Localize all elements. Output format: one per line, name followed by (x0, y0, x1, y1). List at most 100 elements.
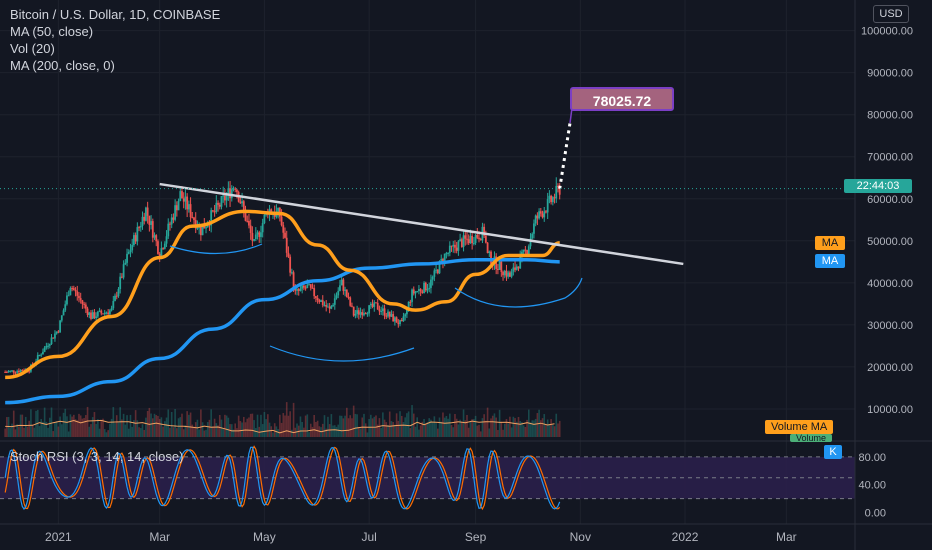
price-tick-label: 100000.00 (861, 26, 913, 38)
candle-body (36, 355, 39, 362)
candle-body (229, 188, 231, 199)
volume-bar (402, 421, 405, 437)
pattern-arc-left-shoulder (169, 243, 263, 255)
volume-bar (368, 419, 370, 437)
candle-body (5, 372, 8, 374)
candle-body (54, 333, 56, 339)
candle-body (380, 311, 383, 313)
candle-body (59, 320, 61, 333)
candle-body (543, 211, 546, 218)
volume-bar (242, 416, 245, 437)
volume-bar (184, 425, 187, 437)
candle-body (234, 188, 237, 190)
candle-body (339, 285, 341, 291)
volume-bar (534, 418, 537, 437)
volume-bar (376, 424, 379, 437)
volume-bar (256, 414, 259, 437)
currency-button[interactable]: USD (873, 5, 909, 23)
candle-body (469, 235, 472, 244)
candle-body (294, 288, 297, 291)
volume-bar (481, 418, 484, 437)
candle-body (412, 289, 415, 294)
candle-body (19, 370, 22, 373)
volume-bar (139, 428, 142, 437)
symbol-title[interactable]: Bitcoin / U.S. Dollar, 1D, COINBASE (10, 7, 221, 22)
volume-bar (467, 427, 470, 437)
volume-bar (431, 421, 434, 437)
candle-body (435, 269, 437, 271)
volume-bar (131, 426, 133, 437)
volume-bar (443, 417, 446, 437)
volume-bar (442, 412, 444, 437)
candle-body (52, 337, 55, 339)
candle-body (64, 304, 67, 311)
volume-bar (48, 417, 51, 437)
volume-bar (81, 418, 84, 437)
volume-bar (52, 431, 55, 437)
candle-body (478, 237, 480, 240)
volume-bar (498, 409, 501, 437)
candle-body (165, 236, 168, 244)
volume-bar (388, 411, 391, 437)
volume-bar (83, 417, 85, 437)
candle-body (194, 220, 197, 229)
volume-bar (301, 422, 303, 437)
volume-bar (411, 405, 413, 437)
volume-bar (296, 423, 298, 437)
volume-bar (328, 424, 331, 437)
candle-body (98, 310, 101, 312)
volume-bar (40, 419, 43, 437)
target-price-label[interactable]: 78025.72 (570, 87, 674, 111)
candle-body (191, 217, 194, 219)
candle-body (248, 220, 250, 226)
candle-body (43, 347, 46, 352)
rsi-legend[interactable]: Stoch RSI (3, 3, 14, 14, close) (10, 449, 184, 464)
volume-bar (124, 424, 127, 437)
candle-body (357, 310, 360, 315)
price-tick-label: 30000.00 (867, 320, 913, 332)
pattern-arc-right-shoulder (454, 277, 583, 308)
indicator-lines (0, 107, 855, 405)
volume-bar (152, 418, 154, 437)
candle-body (349, 297, 352, 306)
volume-bar (445, 415, 448, 437)
legend-vol[interactable]: Vol (20) (10, 41, 55, 56)
price-tick-label: 10000.00 (867, 404, 913, 416)
candle-body (515, 266, 518, 270)
candle-body (71, 288, 74, 290)
volume-bar (91, 417, 94, 437)
volume-bar (462, 409, 465, 437)
candle-body (256, 232, 259, 235)
candle-body (387, 311, 389, 317)
volume-bar (416, 417, 418, 437)
candle-body (253, 239, 255, 241)
volume-bar (466, 414, 468, 437)
volume-bar (352, 405, 355, 437)
candle-body (129, 250, 132, 252)
volume-bar (359, 428, 362, 437)
candle-body (199, 225, 202, 236)
volume-bar (6, 417, 8, 437)
candle-body (459, 239, 462, 242)
legend-ma200[interactable]: MA (200, close, 0) (10, 58, 115, 73)
candle-body (507, 272, 510, 277)
candle-body (454, 244, 456, 248)
volume-bar (62, 412, 65, 437)
volume-bar (464, 420, 467, 437)
rsi-k-line (4, 446, 561, 510)
candle-body (509, 272, 511, 277)
candle-body (327, 306, 329, 308)
candle-body (356, 310, 359, 314)
candle-body (318, 300, 321, 302)
volume-bar (38, 426, 41, 437)
time-tick-label: Sep (465, 530, 487, 544)
candle-body (545, 211, 547, 213)
candle-body (175, 205, 178, 211)
volume-bar (16, 424, 18, 437)
volume-bar (191, 424, 194, 437)
candlesticks (4, 177, 561, 376)
legend-ma50[interactable]: MA (50, close) (10, 24, 94, 39)
volume-bar (150, 413, 152, 437)
candle-body (184, 196, 187, 202)
